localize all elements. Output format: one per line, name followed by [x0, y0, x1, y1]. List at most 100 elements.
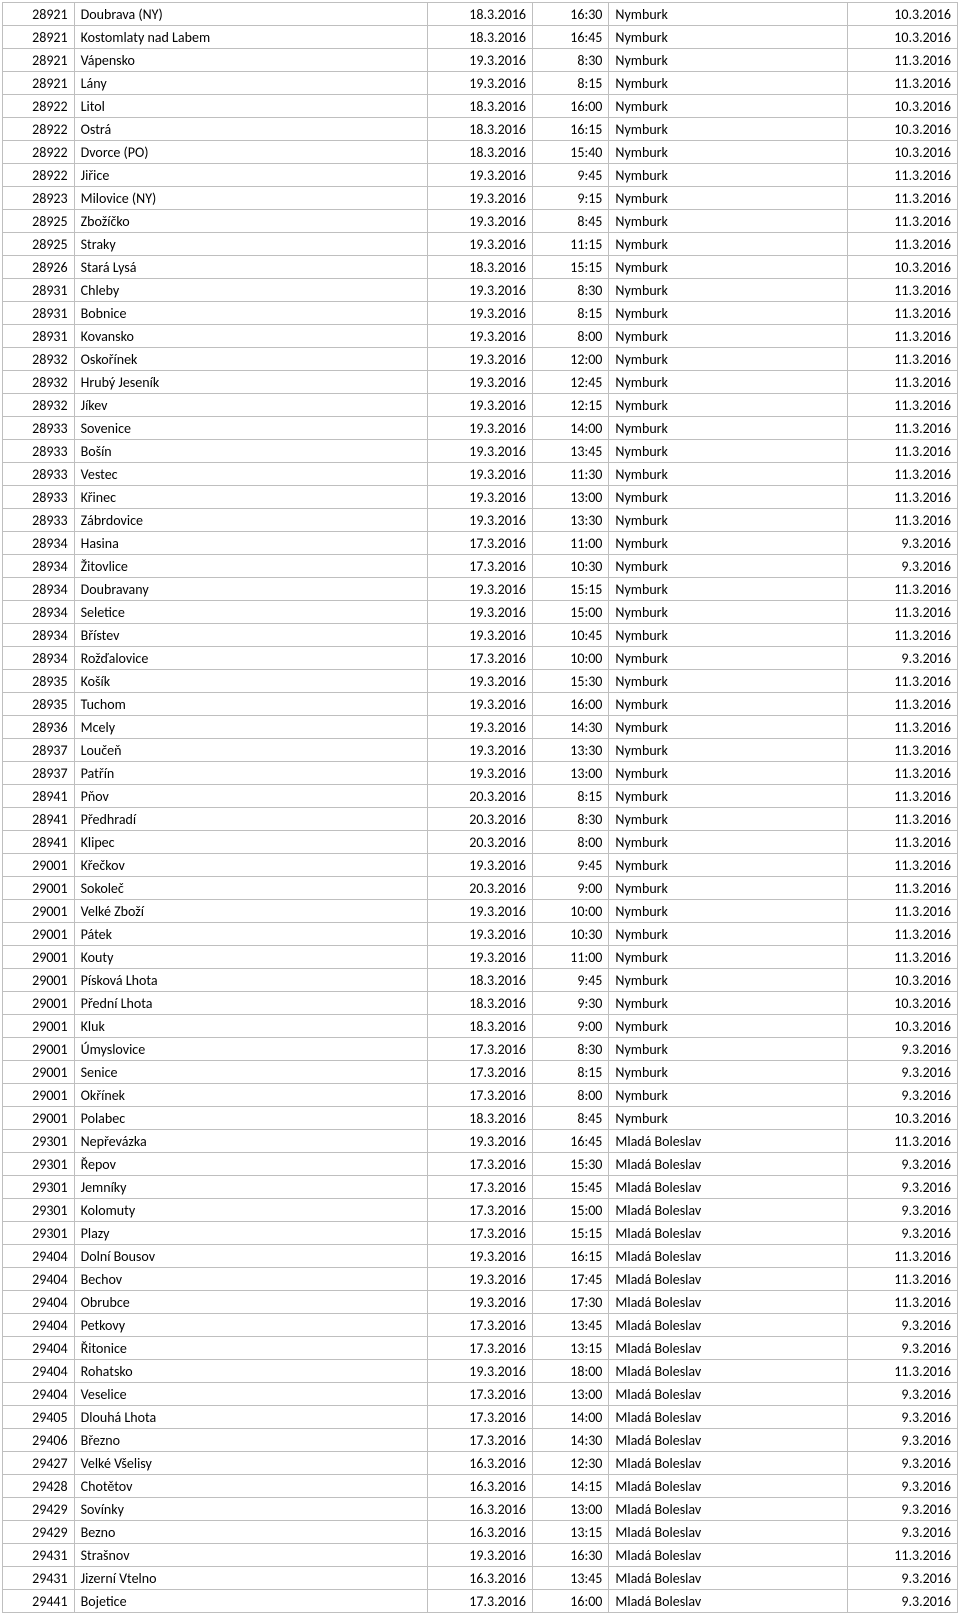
cell-place: Mladá Boleslav [609, 1153, 848, 1176]
cell-time: 13:30 [533, 739, 609, 762]
cell-code: 28932 [3, 371, 75, 394]
cell-name: Kovansko [74, 325, 427, 348]
cell-code: 28931 [3, 279, 75, 302]
cell-date2: 11.3.2016 [848, 440, 958, 463]
cell-place: Mladá Boleslav [609, 1544, 848, 1567]
cell-time: 13:00 [533, 1383, 609, 1406]
cell-date2: 11.3.2016 [848, 808, 958, 831]
cell-date2: 9.3.2016 [848, 1429, 958, 1452]
cell-code: 29001 [3, 854, 75, 877]
cell-place: Mladá Boleslav [609, 1498, 848, 1521]
cell-time: 16:15 [533, 1245, 609, 1268]
table-row: 28926Stará Lysá18.3.201615:15Nymburk10.3… [3, 256, 958, 279]
cell-date1: 19.3.2016 [427, 1360, 532, 1383]
cell-place: Nymburk [609, 992, 848, 1015]
cell-time: 15:40 [533, 141, 609, 164]
cell-place: Mladá Boleslav [609, 1337, 848, 1360]
cell-name: Jíkev [74, 394, 427, 417]
table-row: 29429Sovínky16.3.201613:00Mladá Boleslav… [3, 1498, 958, 1521]
cell-code: 29001 [3, 877, 75, 900]
cell-place: Nymburk [609, 210, 848, 233]
cell-code: 28933 [3, 440, 75, 463]
cell-place: Nymburk [609, 164, 848, 187]
cell-name: Nepřevázka [74, 1130, 427, 1153]
cell-date1: 19.3.2016 [427, 417, 532, 440]
cell-time: 15:15 [533, 1222, 609, 1245]
cell-date1: 17.3.2016 [427, 1406, 532, 1429]
cell-code: 28922 [3, 164, 75, 187]
table-body: 28921Doubrava (NY)18.3.201616:30Nymburk1… [3, 3, 958, 1613]
cell-date1: 17.3.2016 [427, 1429, 532, 1452]
cell-code: 29001 [3, 946, 75, 969]
cell-name: Polabec [74, 1107, 427, 1130]
cell-date1: 19.3.2016 [427, 670, 532, 693]
table-row: 29301Nepřevázka19.3.201616:45Mladá Boles… [3, 1130, 958, 1153]
cell-code: 29404 [3, 1360, 75, 1383]
cell-place: Nymburk [609, 946, 848, 969]
cell-time: 9:30 [533, 992, 609, 1015]
table-row: 28925Zbožíčko19.3.20168:45Nymburk11.3.20… [3, 210, 958, 233]
cell-place: Nymburk [609, 739, 848, 762]
cell-name: Hrubý Jeseník [74, 371, 427, 394]
cell-time: 13:15 [533, 1521, 609, 1544]
cell-time: 9:00 [533, 877, 609, 900]
cell-name: Řitonice [74, 1337, 427, 1360]
cell-name: Rožďalovice [74, 647, 427, 670]
cell-name: Vestec [74, 463, 427, 486]
cell-code: 28934 [3, 624, 75, 647]
cell-time: 10:30 [533, 555, 609, 578]
cell-name: Plazy [74, 1222, 427, 1245]
cell-name: Křinec [74, 486, 427, 509]
cell-date1: 18.3.2016 [427, 969, 532, 992]
table-row: 28933Vestec19.3.201611:30Nymburk11.3.201… [3, 463, 958, 486]
cell-date2: 9.3.2016 [848, 1590, 958, 1613]
cell-place: Nymburk [609, 877, 848, 900]
cell-name: Okřínek [74, 1084, 427, 1107]
cell-date2: 10.3.2016 [848, 992, 958, 1015]
cell-place: Mladá Boleslav [609, 1590, 848, 1613]
cell-code: 28921 [3, 26, 75, 49]
cell-place: Nymburk [609, 26, 848, 49]
cell-date1: 16.3.2016 [427, 1567, 532, 1590]
cell-date1: 19.3.2016 [427, 946, 532, 969]
cell-time: 8:45 [533, 1107, 609, 1130]
cell-time: 16:45 [533, 26, 609, 49]
cell-code: 28935 [3, 693, 75, 716]
cell-place: Nymburk [609, 49, 848, 72]
cell-code: 29001 [3, 969, 75, 992]
cell-time: 9:00 [533, 1015, 609, 1038]
cell-date2: 9.3.2016 [848, 1498, 958, 1521]
cell-date1: 18.3.2016 [427, 1107, 532, 1130]
cell-date1: 18.3.2016 [427, 3, 532, 26]
cell-date2: 11.3.2016 [848, 1245, 958, 1268]
cell-date1: 18.3.2016 [427, 95, 532, 118]
table-row: 29001Sokoleč20.3.20169:00Nymburk11.3.201… [3, 877, 958, 900]
cell-date2: 11.3.2016 [848, 302, 958, 325]
cell-date1: 17.3.2016 [427, 1222, 532, 1245]
table-row: 28932Hrubý Jeseník19.3.201612:45Nymburk1… [3, 371, 958, 394]
cell-time: 8:15 [533, 302, 609, 325]
table-row: 28934Rožďalovice17.3.201610:00Nymburk9.3… [3, 647, 958, 670]
table-row: 28934Žitovlice17.3.201610:30Nymburk9.3.2… [3, 555, 958, 578]
cell-date1: 19.3.2016 [427, 440, 532, 463]
cell-code: 29001 [3, 1038, 75, 1061]
cell-name: Tuchom [74, 693, 427, 716]
cell-date2: 10.3.2016 [848, 256, 958, 279]
cell-date1: 18.3.2016 [427, 1015, 532, 1038]
cell-place: Nymburk [609, 670, 848, 693]
cell-place: Nymburk [609, 72, 848, 95]
cell-time: 13:30 [533, 509, 609, 532]
cell-date1: 19.3.2016 [427, 601, 532, 624]
cell-time: 14:00 [533, 1406, 609, 1429]
cell-place: Nymburk [609, 785, 848, 808]
cell-place: Nymburk [609, 532, 848, 555]
cell-time: 11:00 [533, 532, 609, 555]
cell-code: 29301 [3, 1199, 75, 1222]
table-row: 28935Tuchom19.3.201616:00Nymburk11.3.201… [3, 693, 958, 716]
cell-place: Mladá Boleslav [609, 1383, 848, 1406]
cell-date2: 9.3.2016 [848, 1038, 958, 1061]
cell-name: Obrubce [74, 1291, 427, 1314]
cell-time: 9:15 [533, 187, 609, 210]
cell-date2: 11.3.2016 [848, 1544, 958, 1567]
cell-date1: 19.3.2016 [427, 739, 532, 762]
